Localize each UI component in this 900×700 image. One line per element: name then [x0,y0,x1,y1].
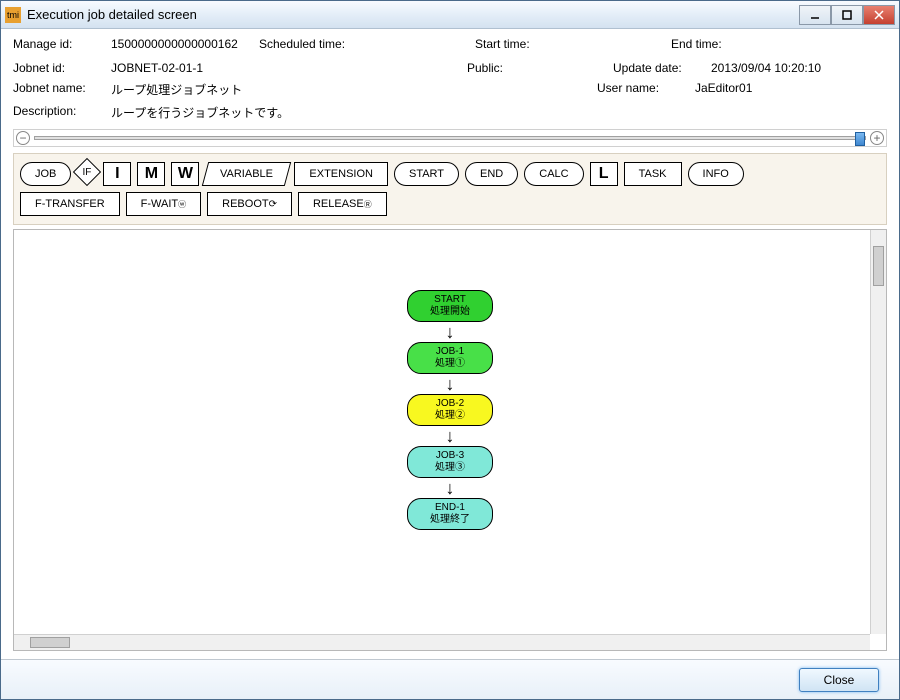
close-button[interactable]: Close [799,668,879,692]
app-icon: tmi [5,7,21,23]
zoom-thumb[interactable] [855,132,865,146]
flow-node-job2[interactable]: JOB-2処理② [407,394,493,426]
flow-arrow: ↓ [446,323,455,341]
jobnet-id-label: Jobnet id: [13,61,103,75]
end-time-value [779,37,859,51]
tool-i[interactable]: I [103,162,131,186]
tool-calc[interactable]: CALC [524,162,583,186]
start-time-value [583,37,663,51]
jobnet-name-value: ループ処理ジョブネット [111,81,411,98]
window-title: Execution job detailed screen [27,7,799,22]
update-date-value: 2013/09/04 10:20:10 [711,61,899,75]
tool-end[interactable]: END [465,162,518,186]
window-controls [799,5,895,25]
tool-variable[interactable]: VARIABLE [202,162,291,186]
flow-diagram: START処理開始↓JOB-1処理①↓JOB-2処理②↓JOB-3処理③↓END… [407,290,493,530]
info-row-1: Manage id: 1500000000000000162 Scheduled… [13,37,887,51]
user-name-label: User name: [597,81,687,98]
description-value: ループを行うジョブネットです。 [111,104,611,121]
app-window: tmi Execution job detailed screen Manage… [0,0,900,700]
flow-arrow: ↓ [446,375,455,393]
user-name-value: JaEditor01 [695,81,895,98]
flow-node-end1[interactable]: END-1処理終了 [407,498,493,530]
tool-release[interactable]: RELEASEⓇ [298,192,387,216]
flow-arrow: ↓ [446,427,455,445]
jobnet-name-label: Jobnet name: [13,81,103,98]
horizontal-scroll-thumb[interactable] [30,637,70,648]
vertical-scroll-thumb[interactable] [873,246,884,286]
node-title: JOB-3 [436,450,464,462]
node-subtitle: 処理③ [435,462,465,474]
start-time-label: Start time: [475,37,575,51]
tool-m[interactable]: M [137,162,165,186]
description-label: Description: [13,104,103,121]
scheduled-time-label: Scheduled time: [259,37,379,51]
update-date-label: Update date: [613,61,703,75]
tool-task[interactable]: TASK [624,162,682,186]
manage-id-value: 1500000000000000162 [111,37,251,51]
node-title: START [434,294,466,306]
node-title: JOB-1 [436,346,464,358]
info-row-3: Jobnet name: ループ処理ジョブネット User name: JaEd… [13,81,887,98]
node-subtitle: 処理① [435,358,465,370]
vertical-scrollbar[interactable] [870,230,886,634]
zoom-in-button[interactable]: + [870,131,884,145]
tool-l[interactable]: L [590,162,618,186]
flow-node-start[interactable]: START処理開始 [407,290,493,322]
tool-info[interactable]: INFO [688,162,744,186]
titlebar[interactable]: tmi Execution job detailed screen [1,1,899,29]
public-value [525,61,605,75]
tool-ftransfer[interactable]: F-TRANSFER [20,192,120,216]
node-subtitle: 処理開始 [430,306,470,318]
canvas-wrap: START処理開始↓JOB-1処理①↓JOB-2処理②↓JOB-3処理③↓END… [13,229,887,651]
zoom-track[interactable] [34,136,866,140]
zoom-slider[interactable]: − + [13,129,887,147]
public-label: Public: [467,61,517,75]
node-subtitle: 処理終了 [430,514,470,526]
jobnet-id-value: JOBNET-02-01-1 [111,61,251,75]
flow-node-job1[interactable]: JOB-1処理① [407,342,493,374]
toolbox: JOB IF I M W VARIABLE EXTENSION START EN… [13,153,887,225]
flow-node-job3[interactable]: JOB-3処理③ [407,446,493,478]
tool-start[interactable]: START [394,162,459,186]
tool-if[interactable]: IF [73,158,101,186]
tool-extension[interactable]: EXTENSION [294,162,388,186]
toolbox-row-1: JOB IF I M W VARIABLE EXTENSION START EN… [20,162,880,186]
tool-reboot[interactable]: REBOOT⟳ [207,192,292,216]
close-window-button[interactable] [863,5,895,25]
end-time-label: End time: [671,37,771,51]
manage-id-label: Manage id: [13,37,103,51]
node-title: JOB-2 [436,398,464,410]
horizontal-scrollbar[interactable] [14,634,870,650]
flow-arrow: ↓ [446,479,455,497]
content-area: Manage id: 1500000000000000162 Scheduled… [1,29,899,659]
zoom-out-button[interactable]: − [16,131,30,145]
info-row-4: Description: ループを行うジョブネットです。 [13,104,887,121]
footer: Close [1,659,899,699]
info-row-2: Jobnet id: JOBNET-02-01-1 Public: Update… [13,61,887,75]
minimize-button[interactable] [799,5,831,25]
maximize-button[interactable] [831,5,863,25]
node-title: END-1 [435,502,465,514]
node-subtitle: 処理② [435,410,465,422]
toolbox-row-2: F-TRANSFER F-WAITⓦ REBOOT⟳ RELEASEⓇ [20,192,880,216]
tool-job[interactable]: JOB [20,162,71,186]
tool-w-square[interactable]: W [171,162,199,186]
flow-canvas[interactable]: START処理開始↓JOB-1処理①↓JOB-2処理②↓JOB-3処理③↓END… [14,230,886,650]
scheduled-time-value [387,37,467,51]
tool-fwait[interactable]: F-WAITⓦ [126,192,201,216]
